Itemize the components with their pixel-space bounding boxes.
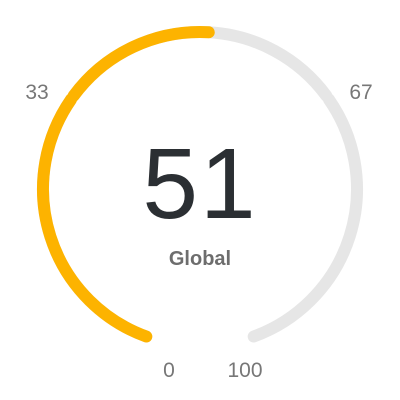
- tick-label-max: 100: [227, 359, 263, 382]
- gauge-fill-segment: [37, 93, 153, 343]
- tick-label-low: 33: [25, 81, 49, 104]
- gauge-track-segment: [247, 93, 363, 343]
- gauge-label: Global: [168, 248, 232, 270]
- tick-label-min: 0: [163, 359, 175, 382]
- tick-label-high: 67: [349, 81, 373, 104]
- gauge-value: 51: [142, 128, 258, 240]
- gauge-fill-segment: [67, 26, 215, 102]
